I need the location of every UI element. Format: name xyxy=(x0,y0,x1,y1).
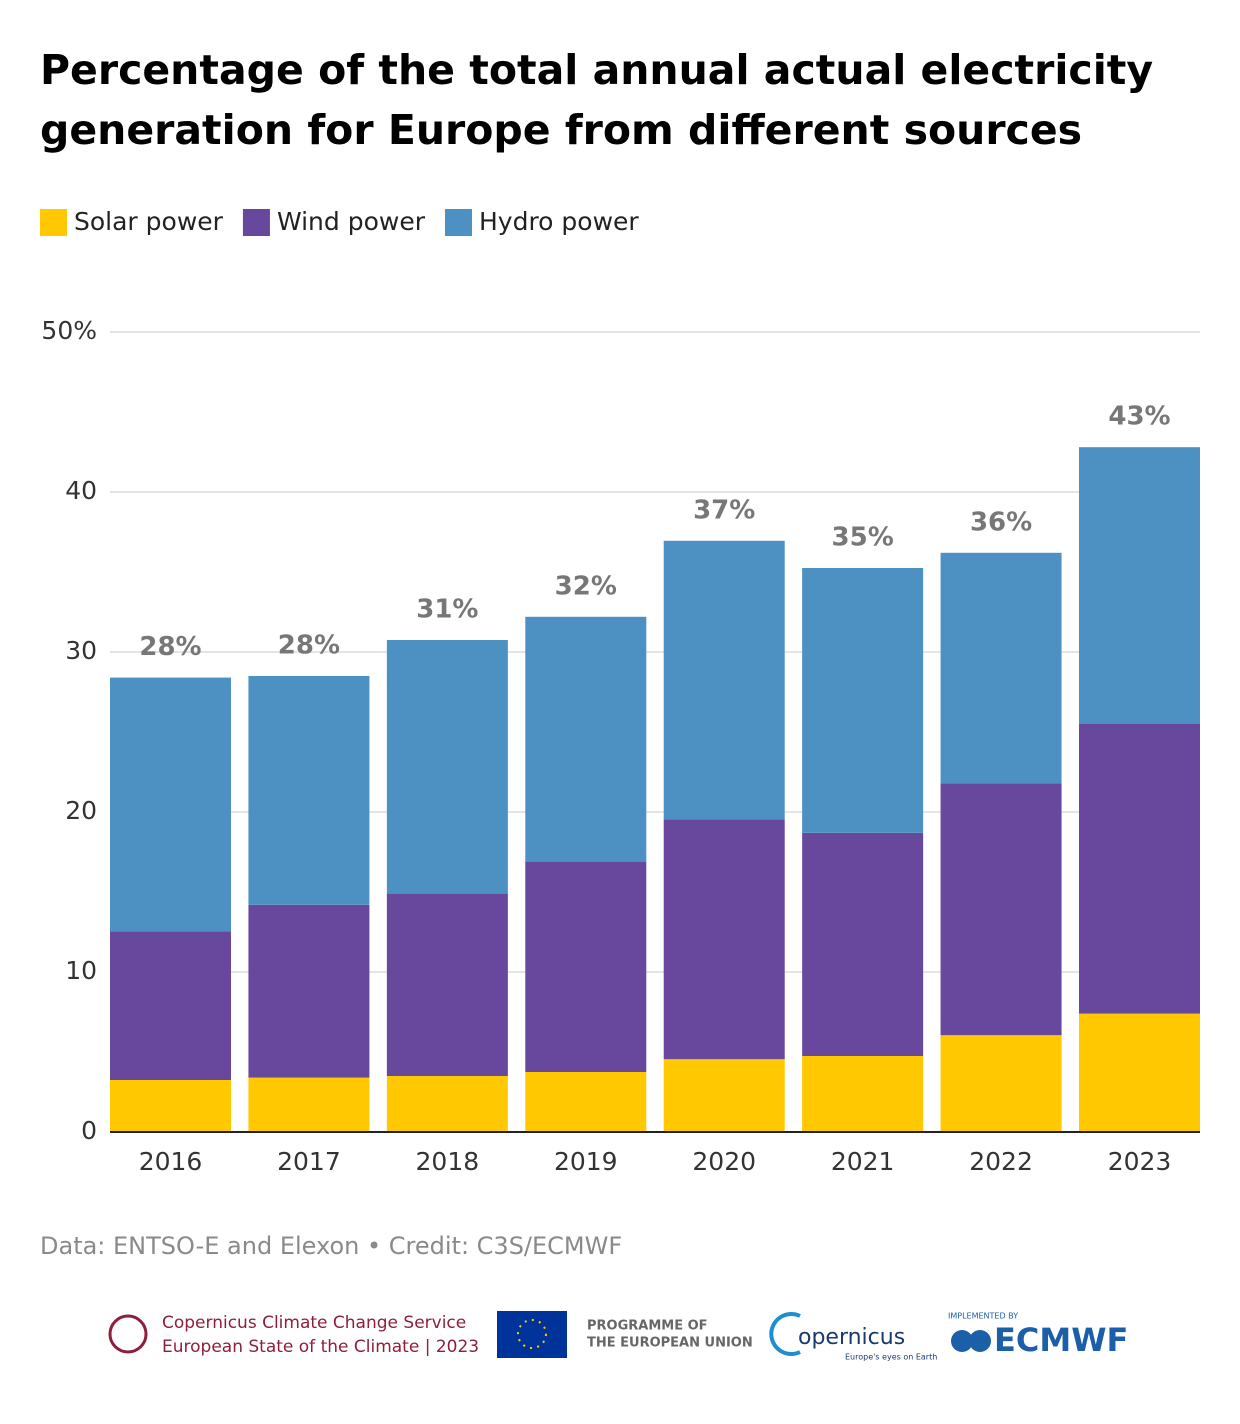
copernicus-name: opernicus xyxy=(798,1325,905,1350)
bar-segment xyxy=(386,1076,508,1132)
x-tick-label: 2017 xyxy=(277,1147,341,1176)
eu-logo: PROGRAMME OF THE EUROPEAN UNION xyxy=(497,1311,753,1358)
y-tick-label: 30 xyxy=(65,636,97,665)
total-label: 36% xyxy=(970,507,1032,537)
x-tick-label: 2019 xyxy=(554,1147,618,1176)
copernicus-logo: opernicus Europe's eyes on Earth xyxy=(769,1312,937,1362)
bar-segment xyxy=(525,616,647,862)
legend-label: Solar power xyxy=(74,207,224,236)
bar-segment xyxy=(940,783,1062,1036)
c3s-logo: Copernicus Climate Change Service Europe… xyxy=(108,1313,479,1357)
bar-segment xyxy=(940,1035,1062,1132)
y-tick-label: 10 xyxy=(65,956,97,985)
y-tick-label: 0 xyxy=(81,1116,97,1145)
bar-segment xyxy=(1079,447,1200,724)
eu-text: THE EUROPEAN UNION xyxy=(587,1336,753,1351)
eu-flag xyxy=(497,1311,567,1358)
c3s-name: Copernicus Climate Change Service xyxy=(162,1313,466,1333)
c3s-icon xyxy=(108,1314,148,1354)
y-tick-label: 20 xyxy=(65,796,97,825)
eu-stars xyxy=(517,1319,547,1349)
total-label: 43% xyxy=(1108,402,1170,432)
total-label: 31% xyxy=(416,595,478,625)
bar-segment xyxy=(110,931,231,1080)
bar-segment xyxy=(110,677,231,932)
legend-swatch xyxy=(444,209,472,236)
x-tick-label: 2023 xyxy=(1108,1147,1172,1176)
bar-segment xyxy=(802,568,924,833)
total-label: 28% xyxy=(139,632,201,662)
bar-segment xyxy=(663,819,785,1060)
copernicus-arc xyxy=(769,1312,801,1356)
legend-label: Wind power xyxy=(277,207,426,236)
ecmwf-caption: IMPLEMENTED BY xyxy=(948,1312,1018,1321)
total-label: 37% xyxy=(693,495,755,525)
legend-swatch xyxy=(40,209,67,236)
copernicus-tagline: Europe's eyes on Earth xyxy=(845,1353,937,1362)
bar-segment xyxy=(248,1077,370,1132)
y-tick-label: 40 xyxy=(65,476,97,505)
x-tick-label: 2018 xyxy=(416,1147,480,1176)
source: Data: ENTSO-E and Elexon • Credit: C3S/E… xyxy=(40,1232,622,1260)
bar-segment xyxy=(525,1072,647,1132)
x-tick-label: 2016 xyxy=(139,1147,203,1176)
bar-segment xyxy=(248,904,370,1078)
total-label: 28% xyxy=(278,631,340,661)
ecmwf-logo: IMPLEMENTED BY ECMWF xyxy=(948,1312,1128,1360)
bar-segment xyxy=(248,676,370,905)
total-label: 35% xyxy=(832,523,894,553)
eu-text: PROGRAMME OF xyxy=(587,1319,708,1334)
x-tick-label: 2021 xyxy=(831,1147,895,1176)
bar-segment xyxy=(386,640,508,894)
bar-segment xyxy=(1079,724,1200,1014)
total-label: 32% xyxy=(555,571,617,601)
bar-segment xyxy=(386,893,508,1076)
bar-segment xyxy=(663,1059,785,1132)
bar-segment xyxy=(663,540,785,820)
bar-segment xyxy=(1079,1013,1200,1132)
c3s-report: European State of the Climate | 2023 xyxy=(162,1337,479,1357)
legend-swatch xyxy=(242,209,270,236)
ecmwf-name: ECMWF xyxy=(994,1321,1128,1359)
legend-label: Hydro power xyxy=(479,207,639,236)
bar-segment xyxy=(110,1080,231,1132)
bar-segment xyxy=(940,552,1062,784)
y-tick-label: 50% xyxy=(41,316,97,345)
bar-segment xyxy=(525,861,647,1072)
chart-title: Percentage of the total annual actual el… xyxy=(40,46,1154,154)
bar-segment xyxy=(802,832,924,1056)
ecmwf-icon xyxy=(969,1330,991,1352)
x-tick-label: 2020 xyxy=(692,1147,756,1176)
x-tick-label: 2022 xyxy=(969,1147,1033,1176)
ecmwf-icon xyxy=(951,1330,973,1352)
bar-segment xyxy=(802,1056,924,1132)
